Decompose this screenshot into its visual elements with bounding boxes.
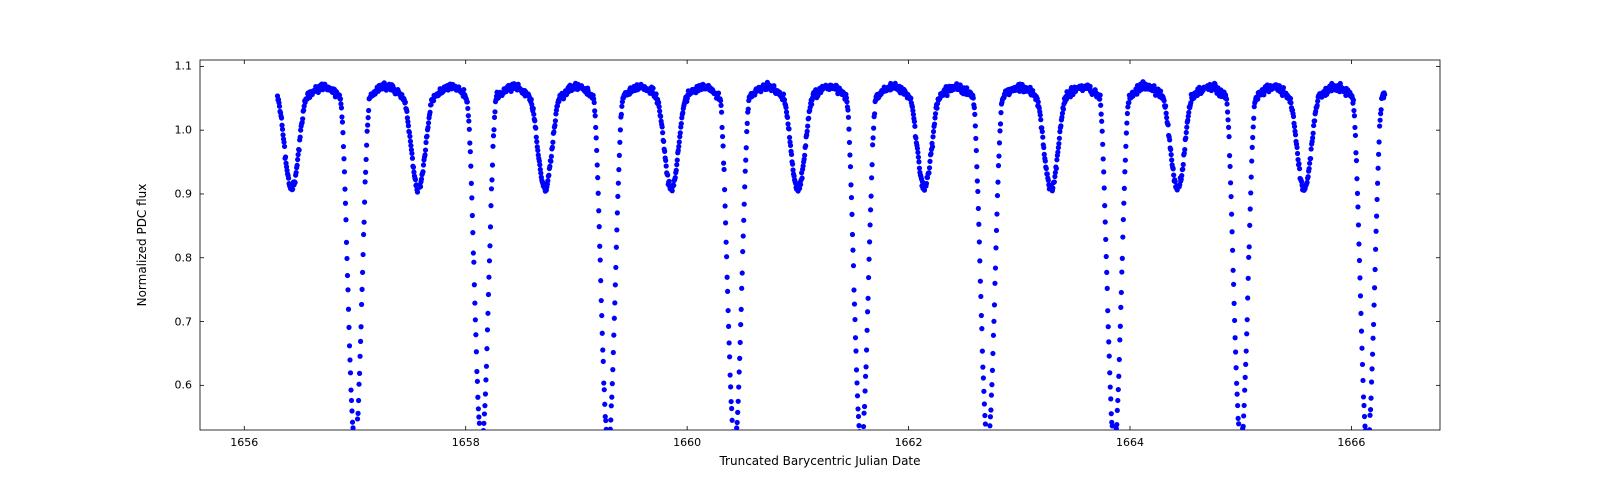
x-tick-label: 1664 [1116,436,1144,449]
plot-border [200,60,1440,430]
x-tick-label: 1656 [230,436,258,449]
x-tick-label: 1660 [673,436,701,449]
y-ticks [200,66,1440,385]
y-tick-label: 1.0 [175,124,193,137]
y-axis-label: Normalized PDC flux [135,184,149,307]
x-axis-label: Truncated Barycentric Julian Date [719,454,920,468]
x-tick-label: 1662 [895,436,923,449]
y-tick-label: 0.6 [175,379,193,392]
figure: 1656 1658 1660 1662 1664 1666 0.6 0.7 0.8 0.9 1.0… [0,0,1600,500]
scatter-points [275,79,1387,450]
y-tick-label: 0.8 [175,251,193,264]
x-tick-label: 1658 [452,436,480,449]
light-curve-chart [0,0,1600,500]
y-tick-label: 1.1 [175,60,193,73]
y-tick-label: 0.7 [175,315,193,328]
x-ticks [244,60,1351,430]
x-tick-label: 1666 [1337,436,1365,449]
y-tick-label: 0.9 [175,187,193,200]
